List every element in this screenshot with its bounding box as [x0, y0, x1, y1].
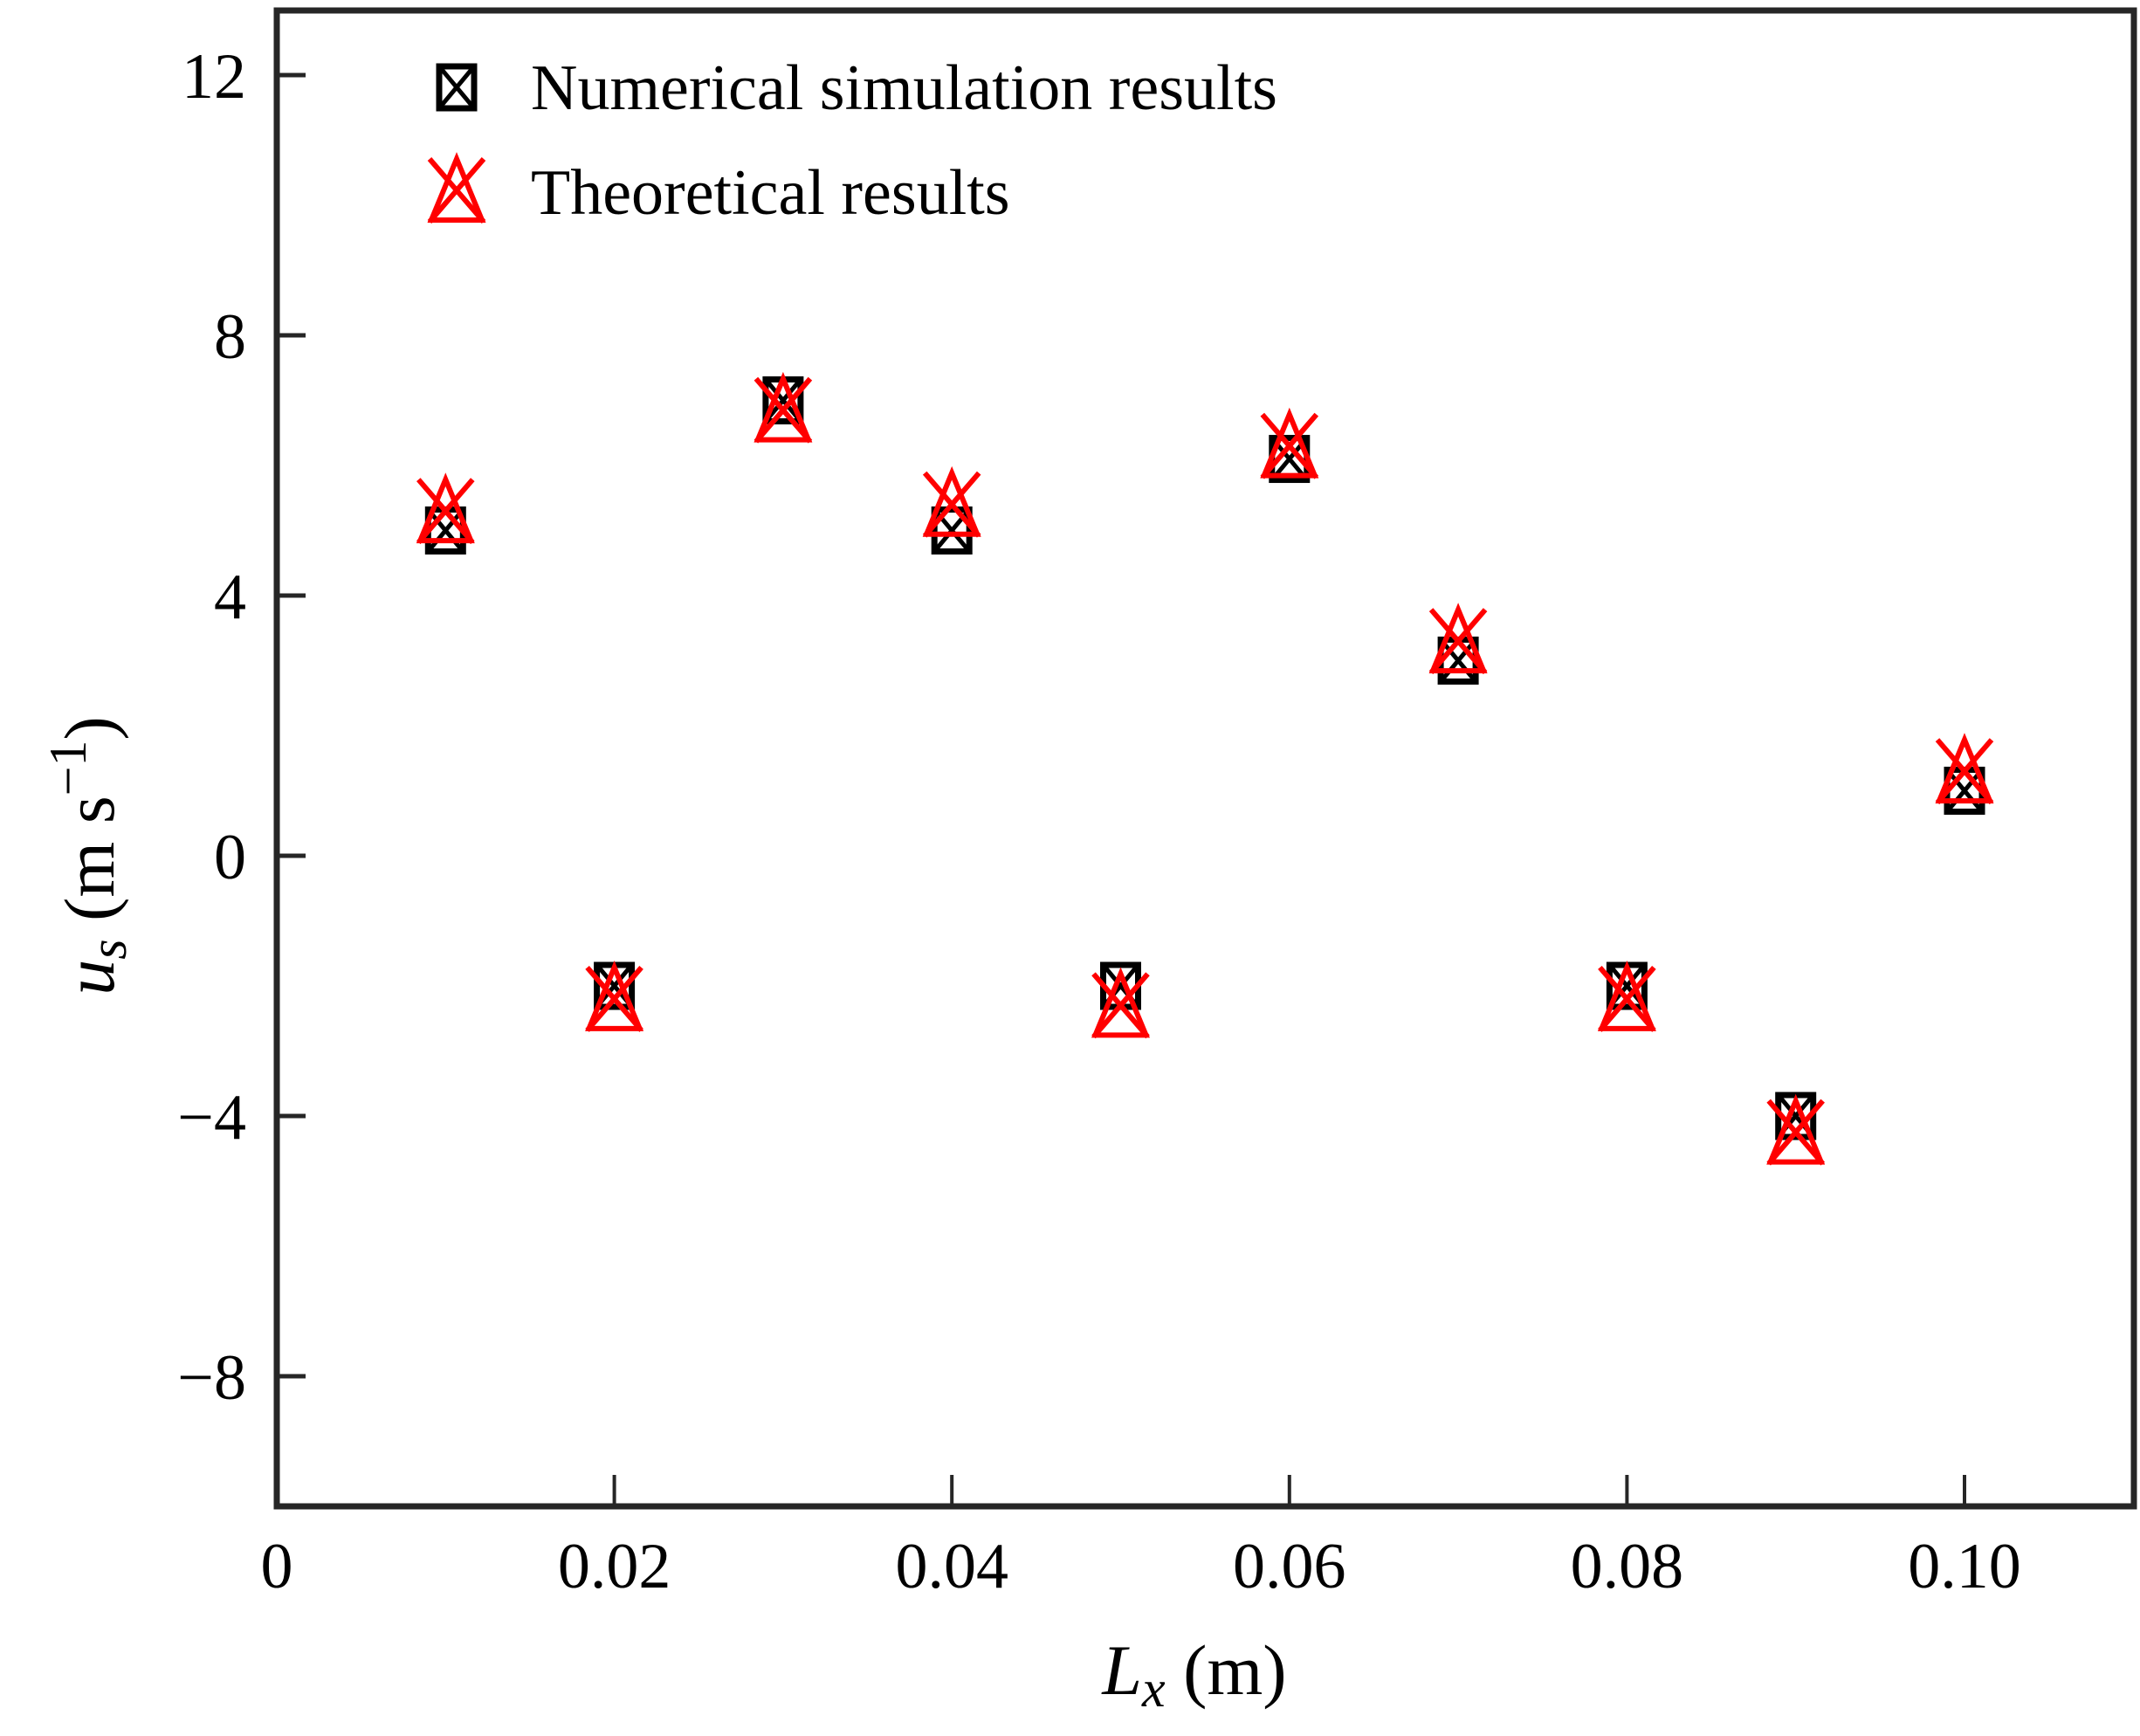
legend: Numerical simulation results Theoretical…	[427, 52, 1277, 229]
y-axis-title-sub: s	[79, 939, 137, 959]
theoretical-point	[922, 465, 981, 538]
numerical-point	[762, 376, 804, 424]
theoretical-point	[1091, 967, 1150, 1039]
x-tick-label: 0.08	[1571, 1531, 1684, 1602]
triangle-x-marker-icon	[427, 152, 486, 224]
y-axis-tick-labels: 12 8 4 0 −4 −8	[177, 41, 246, 1414]
y-axis-title-close: )	[50, 716, 129, 740]
legend-item-numerical: Numerical simulation results	[436, 52, 1277, 124]
data-points	[416, 371, 1994, 1166]
legend-item-theoretical: Theoretical results	[427, 152, 1010, 229]
square-x-marker-icon	[436, 63, 478, 112]
theoretical-point	[1766, 1093, 1826, 1166]
theoretical-point	[1597, 961, 1656, 1032]
legend-label-theoretical: Theoretical results	[531, 157, 1010, 229]
theoretical-point	[585, 961, 644, 1032]
y-axis-title-sup: −1	[39, 741, 97, 796]
x-tick-label: 0.02	[558, 1531, 671, 1602]
x-axis-title-sub: x	[1141, 1660, 1166, 1718]
x-tick-label: 0	[261, 1531, 293, 1602]
y-axis-title-main: u	[50, 960, 129, 995]
x-axis-title-main: L	[1101, 1630, 1142, 1710]
x-tick-label: 0.06	[1233, 1531, 1346, 1602]
x-axis-title: Lx (m)	[1101, 1630, 1286, 1718]
y-axis-title: us (m s−1)	[39, 716, 137, 995]
legend-label-numerical: Numerical simulation results	[531, 52, 1277, 124]
theoretical-point	[753, 371, 813, 444]
y-axis-title-unit: (m s	[50, 796, 129, 939]
y-tick-label: 0	[214, 822, 246, 893]
x-tick-label: 0.10	[1908, 1531, 2021, 1602]
x-axis-title-unit: (m)	[1166, 1630, 1287, 1710]
theoretical-point	[1428, 603, 1488, 675]
plot-frame	[273, 7, 2137, 1510]
x-tick-label: 0.04	[895, 1531, 1008, 1602]
y-tick-label: 8	[214, 301, 246, 373]
theoretical-point	[1260, 407, 1319, 479]
theoretical-point	[416, 472, 475, 545]
y-tick-label: −4	[177, 1082, 246, 1154]
y-axis-ticks	[277, 72, 306, 1379]
y-tick-label: 12	[182, 41, 246, 113]
theoretical-point	[1935, 733, 1994, 805]
y-tick-label: −8	[177, 1342, 246, 1414]
axes-box	[273, 7, 2137, 1510]
x-axis-tick-labels: 0 0.02 0.04 0.06 0.08 0.10	[261, 1531, 2021, 1602]
y-tick-label: 4	[214, 561, 246, 633]
x-axis-ticks	[612, 1475, 1966, 1506]
